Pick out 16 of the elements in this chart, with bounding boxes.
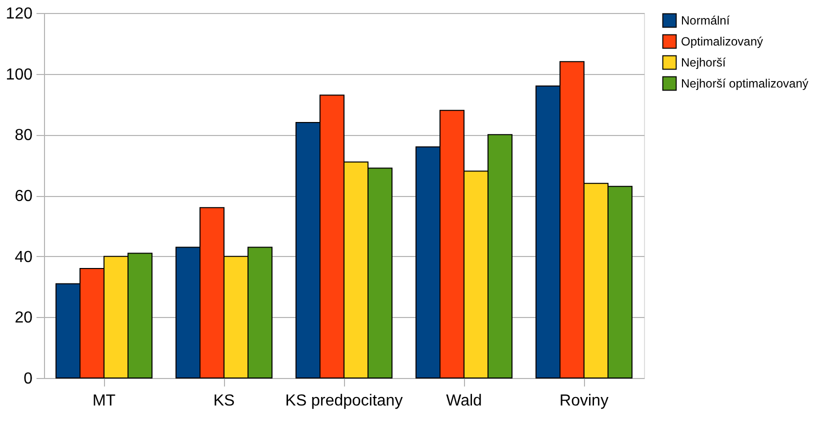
x-tick-label: KS — [213, 392, 235, 410]
legend-label: Nejhorší optimalizovaný — [681, 76, 808, 90]
x-tick-label: Roviny — [560, 392, 608, 410]
x-tick-label: KS predpocitany — [285, 392, 403, 410]
y-tick-label: 40 — [14, 248, 33, 266]
y-tick-label: 0 — [24, 370, 33, 388]
y-tick-label: 100 — [6, 66, 33, 84]
y-tick-label: 20 — [14, 310, 33, 327]
legend-label: Optimalizovaný — [681, 34, 764, 48]
x-tick-label: Wald — [446, 392, 482, 410]
y-tick-label: 120 — [6, 6, 33, 22]
y-tick-label: 80 — [14, 127, 33, 144]
x-tick-label: MT — [92, 392, 116, 410]
legend-label: Nejhorší — [681, 56, 726, 70]
y-tick-label: 60 — [14, 188, 33, 205]
legend-label: Normální — [681, 14, 730, 28]
